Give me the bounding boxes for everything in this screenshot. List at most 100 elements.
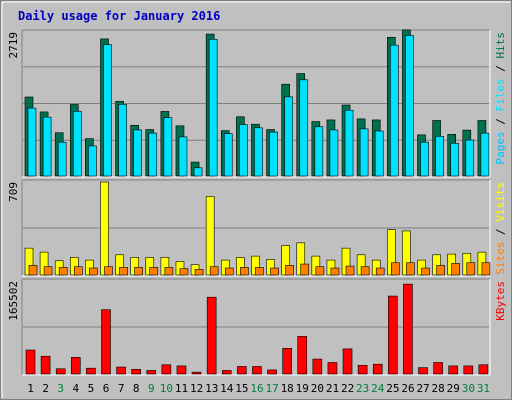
bar-kbytes bbox=[403, 283, 413, 375]
bar-kbytes bbox=[206, 296, 217, 375]
bar-files bbox=[374, 130, 384, 177]
bar-kbytes bbox=[176, 365, 187, 375]
bar-sites bbox=[43, 266, 53, 276]
bar-files bbox=[390, 44, 399, 177]
bar-sites bbox=[149, 267, 159, 276]
legend-files: Files bbox=[494, 78, 507, 111]
x-tick-label: 11 bbox=[175, 382, 188, 395]
x-tick-label: 20 bbox=[311, 382, 324, 395]
x-tick-label: 28 bbox=[432, 382, 445, 395]
bar-sites bbox=[360, 266, 370, 276]
x-tick-label: 7 bbox=[118, 382, 125, 395]
bar-sites bbox=[285, 265, 294, 276]
bar-files bbox=[405, 35, 414, 177]
x-tick-label: 15 bbox=[235, 382, 248, 395]
x-tick-label: 21 bbox=[326, 382, 339, 395]
bar-sites bbox=[270, 267, 279, 276]
bar-kbytes bbox=[342, 348, 353, 375]
legend-kbytes: KBytes bbox=[494, 281, 507, 321]
x-tick-label: 22 bbox=[341, 382, 354, 395]
legend-1: Pages / Files / Hits bbox=[494, 32, 507, 165]
bar-kbytes bbox=[463, 365, 474, 375]
bar-sites bbox=[436, 265, 445, 276]
bar-files bbox=[450, 142, 460, 177]
bar-files bbox=[223, 133, 233, 177]
bar-kbytes bbox=[433, 362, 443, 375]
bar-sites bbox=[481, 262, 491, 276]
bar-sites bbox=[73, 266, 83, 276]
x-tick-label: 1 bbox=[27, 382, 34, 395]
bar-files bbox=[118, 104, 127, 177]
bar-kbytes bbox=[267, 369, 277, 375]
x-tick-label: 26 bbox=[401, 382, 414, 395]
bar-files bbox=[57, 141, 67, 177]
bar-files bbox=[435, 136, 444, 177]
x-tick-label: 13 bbox=[205, 382, 218, 395]
x-tick-label: 5 bbox=[88, 382, 95, 395]
bar-kbytes bbox=[70, 357, 81, 375]
legend-3: KBytes bbox=[494, 281, 507, 321]
bar-kbytes bbox=[418, 367, 428, 375]
x-tick-label: 29 bbox=[447, 382, 460, 395]
legend-separator: / bbox=[494, 59, 507, 79]
bar-kbytes bbox=[40, 355, 51, 375]
x-tick-label: 8 bbox=[133, 382, 140, 395]
bar-visits bbox=[205, 196, 215, 276]
legend-separator: / bbox=[494, 222, 507, 242]
bar-sites bbox=[315, 266, 325, 276]
bar-sites bbox=[194, 269, 204, 276]
x-tick-label: 24 bbox=[371, 382, 385, 395]
bar-kbytes bbox=[252, 366, 262, 375]
bar-sites bbox=[224, 267, 234, 276]
bar-files bbox=[344, 109, 354, 177]
bar-kbytes bbox=[297, 336, 308, 375]
bar-kbytes bbox=[372, 363, 383, 375]
bar-kbytes bbox=[116, 366, 126, 375]
bar-kbytes bbox=[357, 365, 368, 375]
x-tick-label: 16 bbox=[250, 382, 263, 395]
bar-kbytes bbox=[191, 371, 202, 375]
bar-sites bbox=[421, 267, 430, 276]
x-tick-label: 9 bbox=[148, 382, 155, 395]
bar-files bbox=[72, 110, 82, 177]
x-tick-label: 14 bbox=[220, 382, 234, 395]
bar-files bbox=[284, 96, 293, 177]
bar-sites bbox=[391, 262, 400, 276]
bar-sites bbox=[104, 266, 113, 276]
bar-files bbox=[133, 129, 142, 177]
x-tick-label: 19 bbox=[296, 382, 309, 395]
bar-sites bbox=[406, 262, 415, 276]
bar-sites bbox=[345, 265, 355, 276]
bar-kbytes bbox=[388, 295, 398, 375]
x-tick-label: 25 bbox=[386, 382, 399, 395]
bar-files bbox=[269, 131, 278, 177]
bar-kbytes bbox=[25, 349, 36, 375]
bar-kbytes bbox=[86, 367, 96, 375]
bar-kbytes bbox=[282, 348, 292, 375]
x-tick-label: 27 bbox=[416, 382, 429, 395]
bar-kbytes bbox=[55, 368, 66, 375]
bar-files bbox=[239, 124, 248, 177]
legend-visits: Visits bbox=[494, 182, 507, 222]
x-tick-label: 18 bbox=[281, 382, 294, 395]
bar-files bbox=[27, 107, 37, 177]
bar-sites bbox=[209, 266, 219, 276]
bar-kbytes bbox=[146, 370, 157, 375]
bar-sites bbox=[466, 262, 476, 276]
panel-2 bbox=[21, 179, 491, 277]
legend-hits: Hits bbox=[494, 32, 507, 59]
bar-kbytes bbox=[221, 370, 232, 375]
bar-kbytes bbox=[478, 364, 489, 375]
bar-sites bbox=[300, 263, 310, 276]
x-tick-label: 17 bbox=[265, 382, 278, 395]
bar-sites bbox=[58, 267, 68, 276]
bar-sites bbox=[164, 267, 174, 276]
bar-files bbox=[42, 116, 52, 177]
x-tick-label: 12 bbox=[190, 382, 203, 395]
legend-separator: / bbox=[494, 112, 507, 132]
x-tick-label: 2 bbox=[42, 382, 49, 395]
bar-files bbox=[299, 79, 309, 177]
bar-sites bbox=[134, 267, 143, 276]
